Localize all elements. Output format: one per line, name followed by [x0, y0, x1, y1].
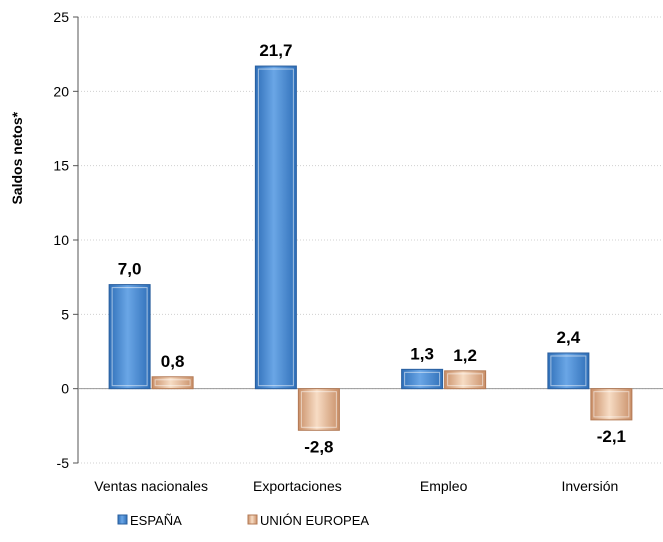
data-label: 1,3: [410, 344, 434, 363]
legend-label: UNIÓN EUROPEA: [260, 513, 369, 528]
bar-espana: [108, 284, 151, 390]
data-label: -2,1: [597, 427, 626, 446]
x-tick-label: Empleo: [420, 478, 468, 494]
data-label: -2,8: [304, 437, 333, 456]
bar-union-europea: [590, 388, 633, 421]
bar-bevel: [447, 373, 484, 387]
legend-swatch: [117, 514, 128, 525]
x-tick-label: Inversión: [561, 478, 618, 494]
bar-union-europea: [444, 370, 487, 390]
bar-bevel: [257, 68, 294, 387]
y-tick-label: 20: [53, 83, 69, 99]
x-tick-label: Ventas nacionales: [94, 478, 208, 494]
bar-espana: [254, 65, 297, 390]
y-tick-label: 0: [61, 381, 69, 397]
y-tick-label: 5: [61, 306, 69, 322]
legend-swatch: [247, 514, 258, 525]
y-axis-label: Saldos netos*: [9, 111, 25, 204]
y-tick-label: -5: [57, 455, 70, 471]
data-label: 21,7: [259, 41, 292, 60]
y-tick-label: 15: [53, 158, 69, 174]
bar-bevel: [154, 379, 191, 387]
y-tick-label: 10: [53, 232, 69, 248]
bar-bevel: [550, 355, 587, 387]
data-label: 0,8: [161, 352, 185, 371]
bar-bevel: [593, 391, 630, 418]
data-label: 7,0: [118, 260, 142, 279]
bar-espana: [401, 368, 444, 390]
x-tick-label: Exportaciones: [253, 478, 342, 494]
bar-bevel: [111, 287, 148, 387]
bar-union-europea: [297, 388, 340, 431]
data-label: 1,2: [453, 346, 477, 365]
bar-union-europea: [151, 376, 194, 390]
bar-bevel: [404, 371, 441, 387]
legend-label: ESPAÑA: [130, 513, 182, 528]
y-tick-label: 25: [53, 9, 69, 25]
bar-espana: [547, 352, 590, 390]
data-label: 2,4: [557, 328, 581, 347]
bar-bevel: [300, 391, 337, 428]
